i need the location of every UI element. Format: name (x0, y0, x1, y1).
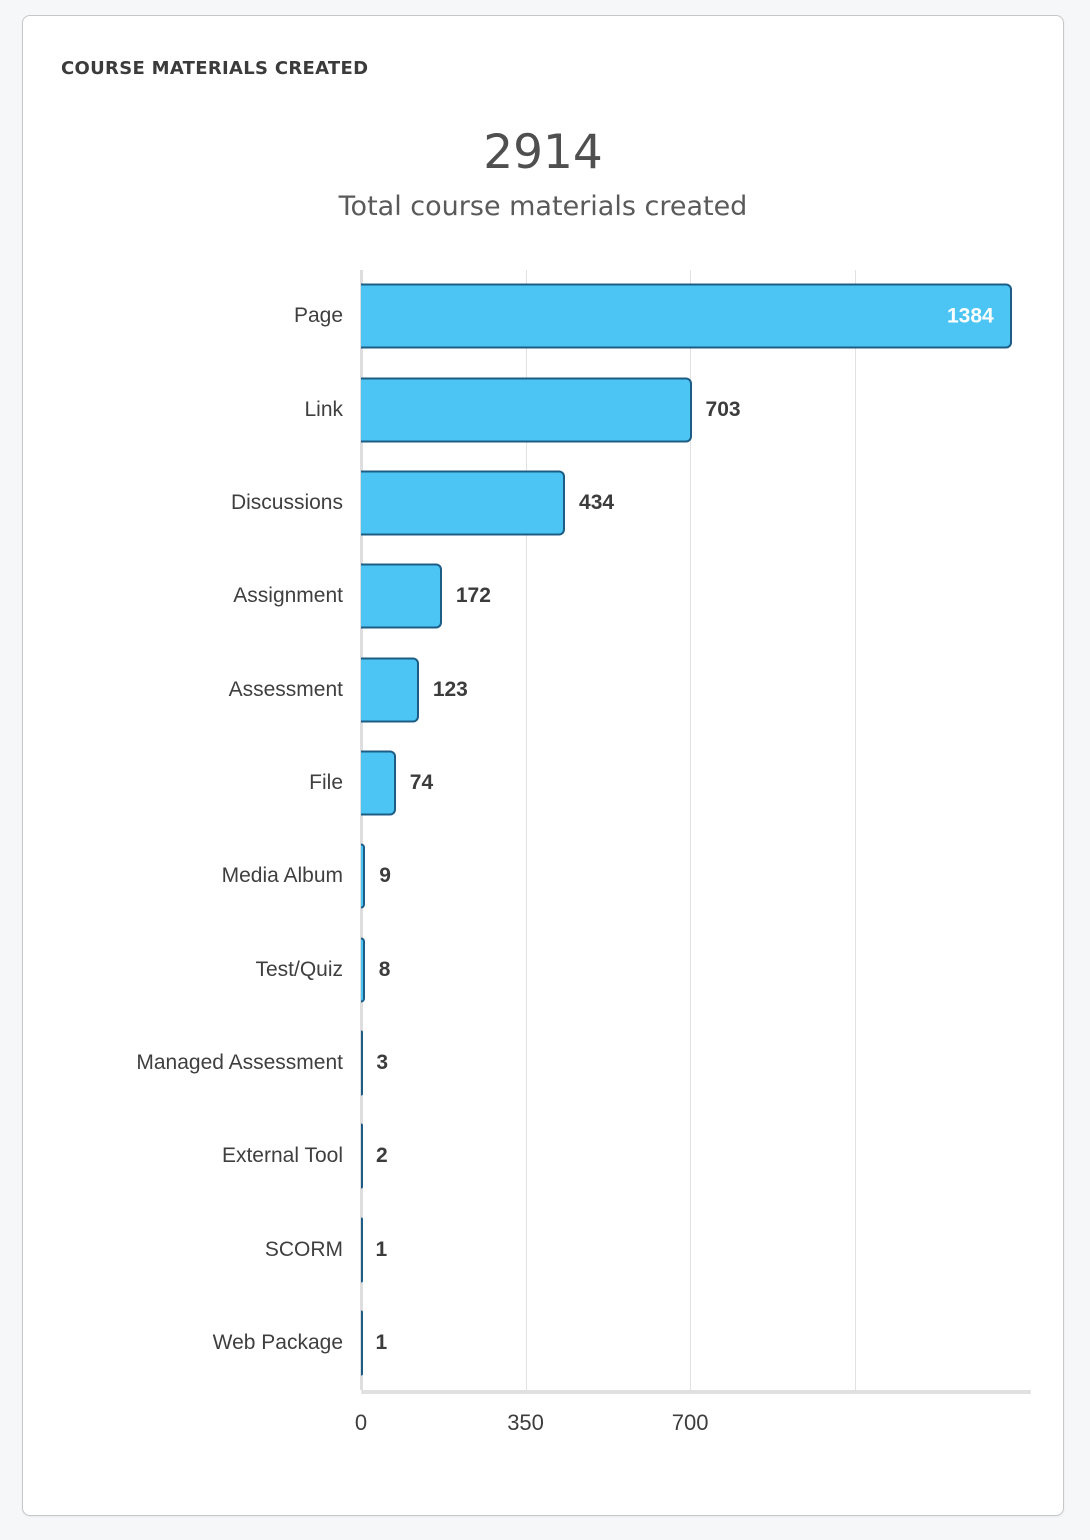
value-label: 2 (375, 1144, 388, 1168)
plot-grid (360, 269, 1031, 1390)
chart-row: External Tool 2 (23, 1110, 1063, 1203)
gridline (854, 269, 856, 1390)
bar-track: 172 (361, 550, 1031, 643)
value-label: 1384 (947, 304, 994, 328)
gridline (525, 269, 527, 1390)
value-label: 1 (375, 1237, 388, 1261)
course-materials-card: COURSE MATERIALS CREATED 2914 Total cour… (22, 15, 1064, 1516)
value-label: 3 (376, 1050, 389, 1074)
bar-file[interactable] (361, 750, 396, 816)
value-label: 1 (375, 1330, 388, 1354)
bar-track: 9 (361, 830, 1031, 923)
x-tick-label: 350 (507, 1409, 544, 1435)
chart-row: Media Album 9 (23, 830, 1063, 923)
bar-link[interactable] (361, 377, 692, 443)
bar-web-package[interactable] (361, 1310, 363, 1376)
category-label: Media Album (221, 864, 343, 888)
chart-row: Web Package 1 (23, 1296, 1063, 1389)
category-label: Assignment (233, 584, 343, 608)
bar-track: 1 (361, 1203, 1031, 1296)
x-tick-label: 0 (354, 1409, 368, 1435)
bar-assessment[interactable] (361, 657, 419, 723)
bar-discussions[interactable] (361, 470, 566, 536)
bar-external-tool[interactable] (361, 1123, 363, 1189)
chart-rows: Page 1384 Link 703 Discussions 434 Assignment 1… (23, 270, 1063, 1390)
total-caption: Total course materials created (338, 190, 748, 222)
category-label: External Tool (221, 1144, 343, 1168)
x-axis-line (361, 1389, 1031, 1394)
bar-chart: Page 1384 Link 703 Discussions 434 Assignment 1… (23, 269, 1063, 1460)
category-label: Assessment (228, 677, 343, 701)
chart-row: Assignment 172 (23, 550, 1063, 643)
gridline (360, 269, 363, 1390)
category-label: Link (304, 397, 343, 421)
chart-row: Discussions 434 (23, 456, 1063, 549)
gridline (690, 269, 692, 1390)
chart-row: SCORM 1 (23, 1203, 1063, 1296)
category-label: Discussions (230, 491, 343, 514)
value-label: 74 (409, 770, 434, 794)
value-label: 8 (378, 957, 391, 981)
bar-track: 703 (361, 363, 1031, 456)
x-axis-ticks: 0 350 700 (355, 1409, 1031, 1442)
bar-managed-assessment[interactable] (361, 1030, 363, 1096)
value-label: 172 (455, 584, 491, 608)
bar-track: 74 (361, 736, 1031, 829)
bar-track: 8 (361, 923, 1031, 1016)
bar-test-quiz[interactable] (361, 937, 365, 1003)
bar-assignment[interactable] (361, 563, 442, 629)
chart-row: Test/Quiz 8 (23, 923, 1063, 1016)
bar-track: 3 (361, 1016, 1031, 1109)
bar-media-album[interactable] (361, 843, 366, 909)
value-label: 9 (379, 864, 391, 888)
bar-track: 434 (361, 456, 1031, 549)
card-title: COURSE MATERIALS CREATED (61, 58, 369, 79)
x-tick-label: 700 (671, 1409, 709, 1435)
category-label: Page (293, 304, 343, 328)
category-label: Web Package (212, 1330, 343, 1354)
chart-row: Page 1384 (23, 270, 1063, 363)
chart-row: File 74 (23, 736, 1063, 829)
bar-track: 123 (361, 643, 1031, 736)
category-label: Managed Assessment (136, 1050, 343, 1074)
bar-track: 2 (361, 1110, 1031, 1203)
bar-track: 1 (361, 1296, 1031, 1389)
value-label: 123 (432, 677, 468, 701)
chart-row: Managed Assessment 3 (23, 1016, 1063, 1109)
bar-page[interactable]: 1384 (361, 283, 1012, 349)
chart-row: Assessment 123 (23, 643, 1063, 736)
value-label: 703 (705, 397, 741, 421)
bar-track: 1384 (361, 270, 1031, 363)
category-label: File (309, 770, 343, 794)
bar-scorm[interactable] (361, 1217, 363, 1283)
category-label: SCORM (264, 1237, 343, 1261)
value-label: 434 (579, 491, 615, 514)
category-label: Test/Quiz (255, 957, 343, 981)
chart-row: Link 703 (23, 363, 1063, 456)
total-count: 2914 (483, 125, 603, 180)
